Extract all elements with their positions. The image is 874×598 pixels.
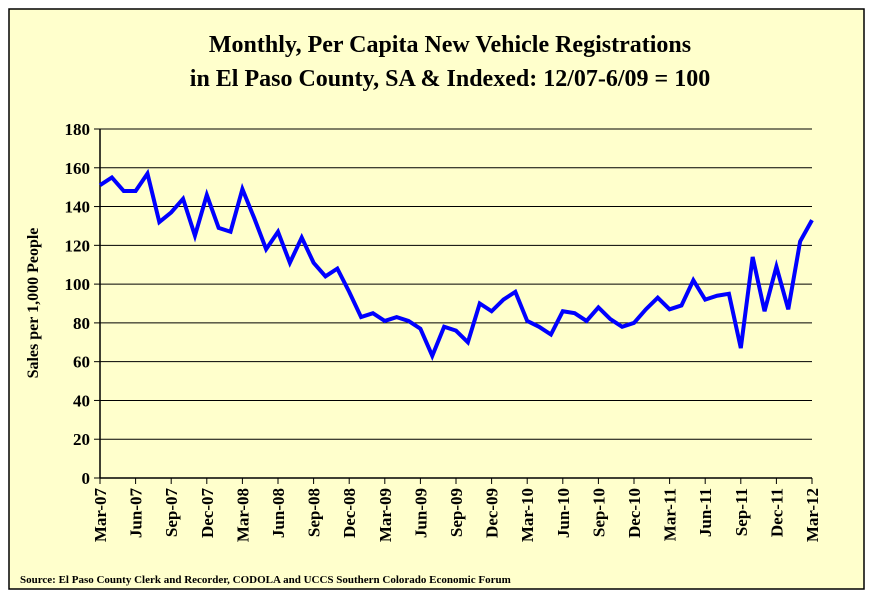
x-tick-label: Mar-10 [518, 488, 537, 542]
y-tick-label: 180 [65, 120, 91, 139]
y-tick-label: 60 [73, 353, 90, 372]
y-tick-label: 20 [73, 430, 90, 449]
source-note: Source: El Paso County Clerk and Recorde… [20, 574, 511, 586]
x-tick-label: Mar-09 [376, 488, 395, 542]
x-tick-label: Dec-07 [198, 488, 217, 539]
y-tick-label: 140 [65, 198, 91, 217]
y-tick-label: 160 [65, 159, 91, 178]
chart-title: Monthly, Per Capita New Vehicle Registra… [209, 32, 691, 58]
x-tick-label: Sep-09 [447, 488, 466, 537]
x-tick-label: Jun-10 [554, 488, 573, 538]
x-tick-label: Mar-08 [233, 488, 252, 542]
y-tick-label: 80 [73, 314, 90, 333]
y-tick-label: 40 [73, 391, 90, 410]
x-tick-label: Dec-08 [340, 488, 359, 538]
x-tick-label: Jun-11 [696, 488, 715, 537]
chart-background [8, 8, 865, 590]
y-tick-label: 0 [82, 469, 91, 488]
y-axis-label: Sales per 1,000 People [25, 228, 42, 379]
x-tick-label: Sep-10 [589, 488, 608, 537]
x-tick-label: Sep-07 [162, 488, 181, 538]
x-tick-label: Sep-11 [732, 488, 751, 536]
x-tick-label: Dec-11 [767, 488, 786, 537]
x-tick-label: Dec-10 [625, 488, 644, 538]
x-tick-label: Dec-09 [483, 488, 502, 538]
x-tick-label: Mar-12 [803, 488, 822, 542]
x-tick-label: Mar-11 [661, 488, 680, 541]
y-tick-label: 100 [65, 275, 91, 294]
y-tick-label: 120 [65, 236, 91, 255]
x-tick-label: Mar-07 [91, 488, 110, 543]
chart-subtitle: in El Paso County, SA & Indexed: 12/07-6… [190, 66, 710, 92]
data-line [98, 168, 814, 361]
x-tick-label: Jun-09 [411, 488, 430, 538]
x-tick-label: Jun-08 [269, 488, 288, 538]
x-tick-label: Sep-08 [305, 488, 324, 537]
x-tick-label: Jun-07 [127, 488, 146, 539]
